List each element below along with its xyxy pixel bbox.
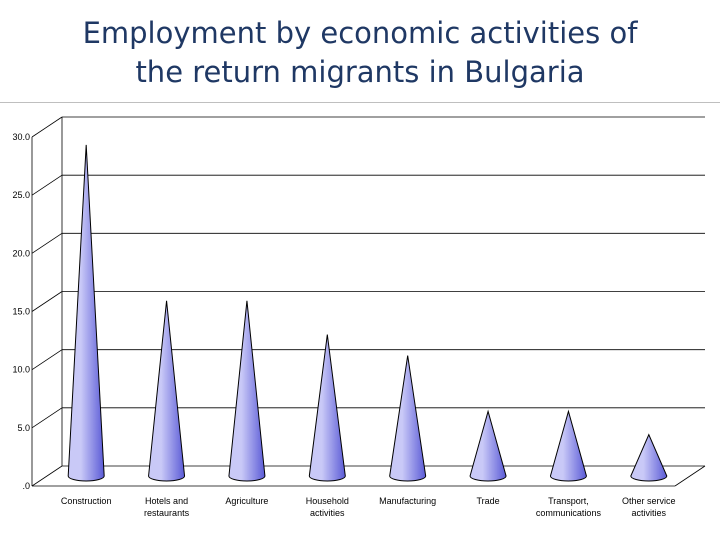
- x-tick-label: Transport, communications: [536, 496, 602, 518]
- y-tick-label: 15.0: [12, 307, 30, 317]
- x-tick-label-line: restaurants: [144, 508, 190, 518]
- gridline-side: [31, 116, 63, 138]
- axis-layer: [0, 102, 720, 487]
- gridline-side: [31, 291, 63, 312]
- y-tick-label: 5.0: [17, 423, 30, 433]
- cone-bar-chart: 30.0 25.0 20.0 15.0 10.0 5.0 .0 Construction Hot…: [0, 102, 720, 518]
- cone-body: [469, 409, 507, 482]
- cone-bar: [389, 355, 427, 482]
- x-tick-label: Agriculture: [225, 496, 268, 506]
- x-tick-label: Other service activities: [622, 496, 676, 518]
- x-tick-label: Construction: [61, 496, 112, 506]
- cone-body: [630, 433, 668, 482]
- x-tick-label: Hotels and restaurants: [144, 496, 190, 518]
- gridline-side: [31, 465, 63, 487]
- cone-body: [308, 334, 346, 482]
- cone-bar: [469, 409, 507, 482]
- x-tick-label-line: Agriculture: [225, 496, 268, 506]
- x-tick-label-line: Other service: [622, 496, 676, 506]
- slide-title: Employment by economic activities of the…: [0, 14, 720, 92]
- cone-bar: [148, 300, 186, 482]
- y-tick-label: 30.0: [12, 132, 30, 142]
- cone-body: [148, 300, 186, 482]
- cone-body: [67, 144, 105, 482]
- x-tick-label-line: Household: [306, 496, 349, 506]
- gridline-side: [31, 349, 63, 370]
- cone-bar: [67, 144, 105, 482]
- x-tick-label-line: Trade: [476, 496, 499, 506]
- grid-layer: [31, 116, 705, 487]
- x-tick-label-line: Hotels and: [145, 496, 188, 506]
- slide-title-line-2: the return migrants in Bulgaria: [135, 55, 585, 89]
- x-tick-label-line: activities: [632, 508, 667, 518]
- slide-title-line-1: Employment by economic activities of: [82, 16, 638, 50]
- cone-bar: [630, 433, 668, 482]
- x-tick-label: Manufacturing: [379, 496, 436, 506]
- y-tick-label: 10.0: [12, 365, 30, 375]
- cone-bar: [308, 334, 346, 482]
- y-tick-label: 25.0: [12, 190, 30, 200]
- x-tick-label: Trade: [476, 496, 499, 506]
- cone-layer: [67, 144, 668, 482]
- gridline-side: [31, 174, 63, 196]
- x-tick-label-line: Construction: [61, 496, 112, 506]
- gridline-side: [31, 233, 63, 254]
- cone-body: [549, 409, 587, 482]
- floor-right-edge: [674, 465, 706, 487]
- cone-bar: [228, 300, 266, 482]
- cone-bar: [549, 409, 587, 482]
- cone-body: [389, 355, 427, 482]
- chart-frame: 30.0 25.0 20.0 15.0 10.0 5.0 .0 Construction Hot…: [0, 102, 720, 540]
- y-tick-label: 20.0: [12, 248, 30, 258]
- gridline-side: [31, 407, 63, 429]
- x-tick-label-line: communications: [536, 508, 602, 518]
- x-tick-label: Household activities: [306, 496, 349, 518]
- x-tick-label-line: Manufacturing: [379, 496, 436, 506]
- y-tick-label: .0: [22, 481, 30, 491]
- x-tick-label-line: activities: [310, 508, 345, 518]
- cone-body: [228, 300, 266, 482]
- x-tick-label-line: Transport,: [548, 496, 589, 506]
- label-layer: 30.0 25.0 20.0 15.0 10.0 5.0 .0 Construction Hot…: [12, 132, 675, 518]
